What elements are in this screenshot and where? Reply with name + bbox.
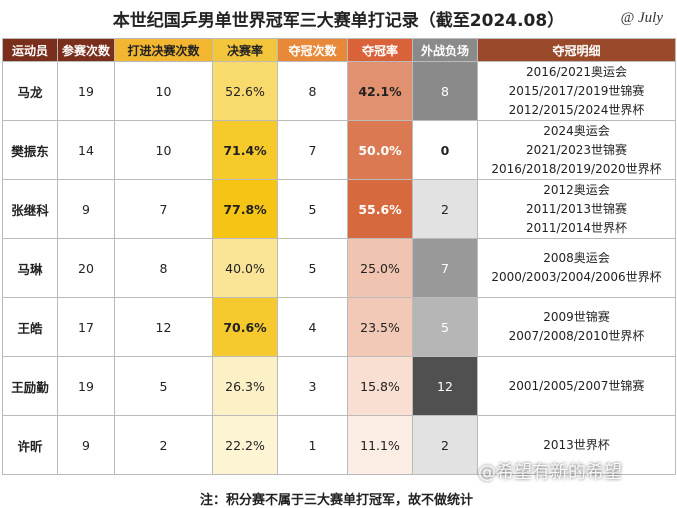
signature: @ July [620, 10, 663, 26]
data-cell: 15.8% [347, 356, 413, 416]
record-table: 运动员 参赛次数 打进决赛次数 决赛率 夺冠次数 夺冠率 外战负场 夺冠明细 马龙 19 10 52… [2, 38, 676, 475]
detail-line: 2015/2017/2019世锦赛 [508, 83, 645, 98]
athlete-name: 许昕 [2, 415, 58, 475]
data-cell: 3 [277, 356, 348, 416]
detail-line: 2011/2013世锦赛 [525, 201, 628, 216]
header-row: 运动员 参赛次数 打进决赛次数 决赛率 夺冠次数 夺冠率 外战负场 夺冠明细 [2, 38, 676, 62]
data-cell: 42.1% [347, 61, 413, 121]
detail-line: 2016/2018/2019/2020世界杯 [491, 161, 662, 176]
table-row: 马龙 19 10 52.6% 8 42.1% 8 2016/2021奥运会 2015/2017/… [2, 61, 676, 121]
table-row: 张继科 9 7 77.8% 5 55.6% 2 2012奥运会 2011/2013世锦赛 2011… [2, 179, 676, 239]
data-cell: 7 [412, 238, 478, 298]
detail-cell: 2009世锦赛 2007/2008/2010世界杯 [477, 297, 676, 357]
data-cell: 8 [277, 61, 348, 121]
data-cell: 12 [412, 356, 478, 416]
athlete-name: 王皓 [2, 297, 58, 357]
table-body: 马龙 19 10 52.6% 8 42.1% 8 2016/2021奥运会 2015/2017/… [2, 61, 676, 475]
data-cell: 9 [57, 179, 115, 239]
data-cell: 2 [412, 415, 478, 475]
data-cell: 52.6% [212, 61, 278, 121]
detail-line: 2008奥运会 [543, 251, 610, 265]
data-cell: 17 [57, 297, 115, 357]
data-cell: 26.3% [212, 356, 278, 416]
data-cell: 1 [277, 415, 348, 475]
athlete-name: 张继科 [2, 179, 58, 239]
column-header: 外战负场 [412, 38, 478, 62]
data-cell: 50.0% [347, 120, 413, 180]
athlete-name: 马龙 [2, 61, 58, 121]
table-row: 王励勤 19 5 26.3% 3 15.8% 12 2001/2005/2007世锦赛 [2, 356, 676, 416]
detail-line: 2021/2023世锦赛 [525, 142, 628, 157]
data-cell: 7 [277, 120, 348, 180]
data-cell: 12 [114, 297, 213, 357]
data-cell: 11.1% [347, 415, 413, 475]
athlete-name: 樊振东 [2, 120, 58, 180]
footnote: 注：积分赛不属于三大赛单打冠军，故不做统计 [200, 493, 474, 508]
detail-line: 2024奥运会 [543, 123, 610, 138]
column-header: 运动员 [2, 38, 58, 62]
data-cell: 5 [277, 179, 348, 239]
detail-cell: 2024奥运会 2021/2023世锦赛 2016/2018/2019/2020世界… [477, 120, 676, 180]
data-cell: 22.2% [212, 415, 278, 475]
data-cell: 4 [277, 297, 348, 357]
athlete-name: 王励勤 [2, 356, 58, 416]
table-row: 王皓 17 12 70.6% 4 23.5% 5 2009世锦赛 2007/2008/2010世… [2, 297, 676, 357]
data-cell: 71.4% [212, 120, 278, 180]
data-cell: 10 [114, 61, 213, 121]
column-header: 夺冠率 [347, 38, 413, 62]
data-cell: 5 [114, 356, 213, 416]
data-cell: 77.8% [212, 179, 278, 239]
data-cell: 23.5% [347, 297, 413, 357]
data-cell: 14 [57, 120, 115, 180]
data-cell: 40.0% [212, 238, 278, 298]
column-header: 决赛率 [212, 38, 278, 62]
data-cell: 20 [57, 238, 115, 298]
data-cell: 25.0% [347, 238, 413, 298]
table-row: 许昕 9 2 22.2% 1 11.1% 2 2013世界杯 [2, 415, 676, 475]
data-cell: 19 [57, 61, 115, 121]
data-cell: 10 [114, 120, 213, 180]
data-cell: 9 [57, 415, 115, 475]
detail-line: 2001/2005/2007世锦赛 [508, 378, 645, 393]
column-header: 夺冠明细 [477, 38, 676, 62]
data-cell: 5 [277, 238, 348, 298]
title: 本世纪国乒男单世界冠军三大赛单打记录（截至2024.08） [112, 11, 565, 31]
watermark: @希望有新的希望 [478, 462, 622, 483]
detail-line: 2011/2014世界杯 [525, 220, 628, 235]
column-header: 打进决赛次数 [114, 38, 213, 62]
detail-cell: 2016/2021奥运会 2015/2017/2019世锦赛 2012/2015/2… [477, 61, 676, 121]
data-cell: 0 [412, 120, 478, 180]
table-row: 马琳 20 8 40.0% 5 25.0% 7 2008奥运会 2000/2003/2004/2… [2, 238, 676, 298]
detail-line: 2009世锦赛 [543, 310, 610, 324]
detail-line: 2016/2021奥运会 [525, 64, 628, 79]
data-cell: 55.6% [347, 179, 413, 239]
detail-cell: 2012奥运会 2011/2013世锦赛 2011/2014世界杯 [477, 179, 676, 239]
detail-line: 2000/2003/2004/2006世界杯 [491, 270, 662, 284]
data-cell: 8 [114, 238, 213, 298]
data-cell: 2 [114, 415, 213, 475]
column-header: 夺冠次数 [277, 38, 348, 62]
data-cell: 2 [412, 179, 478, 239]
detail-cell: 2001/2005/2007世锦赛 [477, 356, 676, 416]
detail-cell: 2013世界杯 [477, 415, 676, 475]
data-cell: 5 [412, 297, 478, 357]
athlete-name: 马琳 [2, 238, 58, 298]
detail-line: 2012奥运会 [543, 182, 610, 197]
detail-line: 2012/2015/2024世界杯 [508, 102, 645, 117]
table-row: 樊振东 14 10 71.4% 7 50.0% 0 2024奥运会 2021/2023世锦赛 20… [2, 120, 676, 180]
detail-line: 2013世界杯 [543, 437, 610, 452]
data-cell: 19 [57, 356, 115, 416]
detail-line: 2007/2008/2010世界杯 [508, 329, 645, 343]
column-header: 参赛次数 [57, 38, 115, 62]
detail-cell: 2008奥运会 2000/2003/2004/2006世界杯 [477, 238, 676, 298]
data-cell: 7 [114, 179, 213, 239]
data-cell: 8 [412, 61, 478, 121]
data-cell: 70.6% [212, 297, 278, 357]
